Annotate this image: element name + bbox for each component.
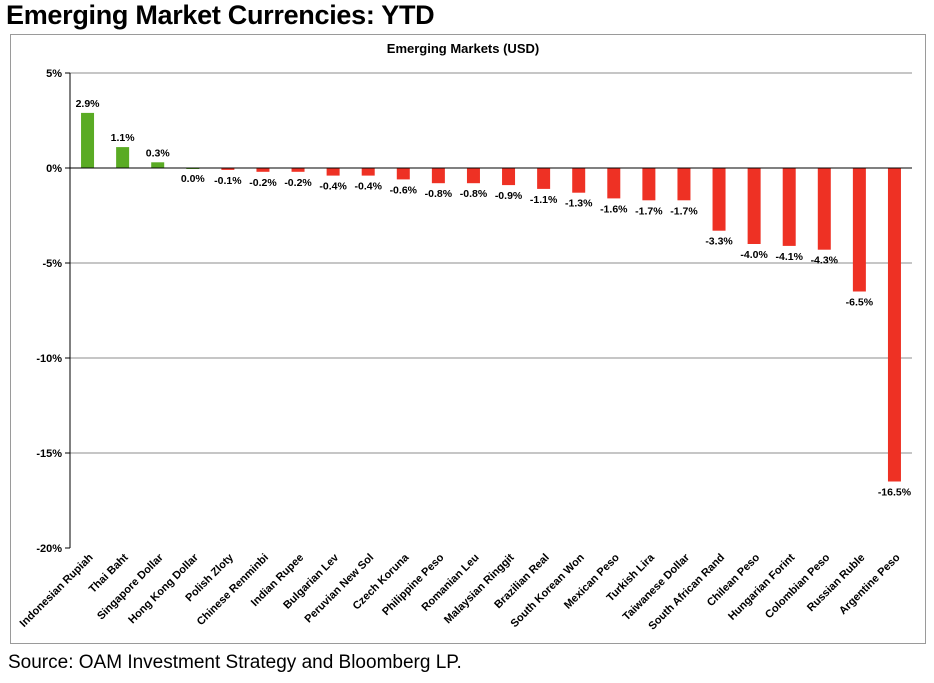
y-tick-label: 0% [46,163,62,175]
bar [466,168,480,184]
y-tick-label: -5% [42,258,62,270]
data-label: -4.0% [740,249,768,261]
category-label: Hungarian Forint [726,551,797,622]
bars [81,112,901,482]
data-label: -4.3% [811,255,839,267]
category-label: Singapore Dollar [95,551,166,622]
bar [747,168,761,244]
data-labels: 2.9% 1.1% 0.3% 0.0% -0.1% -0.2% -0.2% -0.4% -0.4… [76,98,912,499]
bar [677,168,691,201]
data-label: -0.8% [460,188,488,200]
data-label: -6.5% [846,297,874,309]
data-label: -0.2% [284,177,312,189]
category-label: Philippine Peso [380,551,447,618]
y-tick-label: 5% [46,68,62,80]
bar [817,168,831,250]
gridlines [70,72,912,454]
data-label: 2.9% [76,98,101,110]
bar [431,168,445,184]
bar [502,168,516,186]
bar [116,147,130,168]
bar [607,168,621,199]
category-label: Colombian Peso [763,551,833,621]
bar [887,168,901,482]
data-label: -1.1% [530,194,558,206]
y-tick-label: -10% [36,353,62,365]
bar [291,168,305,172]
bar [396,168,410,180]
bar [361,168,375,176]
data-label: -0.4% [319,181,347,193]
y-axis-ticks: 5% 0% -5% -10% -15% -20% [36,68,70,555]
category-label: Taiwanese Dollar [621,551,693,623]
bar [81,112,95,168]
chart-frame [10,34,926,644]
bar [256,168,270,172]
bar [537,168,551,189]
data-label: -16.5% [878,487,912,499]
data-label: -0.6% [390,184,418,196]
y-tick-label: -20% [36,543,62,555]
data-label: -0.8% [425,188,453,200]
bar [221,168,235,170]
bar [326,168,340,176]
data-label: -1.7% [635,205,663,217]
data-label: -1.7% [670,205,698,217]
y-tick-label: -15% [36,448,62,460]
page-headline: Emerging Market Currencies: YTD [6,0,435,30]
data-label: 0.3% [146,147,171,159]
data-label: 1.1% [111,132,136,144]
bar [642,168,656,201]
data-label: -0.2% [249,177,277,189]
bar [712,168,726,231]
source-note: Source: OAM Investment Strategy and Bloo… [8,652,462,673]
bar [782,168,796,246]
data-label: 0.0% [181,173,206,185]
data-label: -0.1% [214,175,242,187]
category-label: Indonesian Rupiah [18,551,96,629]
bar [151,162,165,168]
data-label: -0.4% [354,181,382,193]
data-label: -1.6% [600,203,628,215]
category-label: Argentine Peso [837,551,903,617]
bar [852,168,866,292]
bar [572,168,586,193]
data-label: -0.9% [495,190,523,202]
chart-title: Emerging Markets (USD) [387,41,539,56]
data-label: -4.1% [775,251,803,263]
data-label: -3.3% [705,236,733,248]
data-label: -1.3% [565,198,593,210]
